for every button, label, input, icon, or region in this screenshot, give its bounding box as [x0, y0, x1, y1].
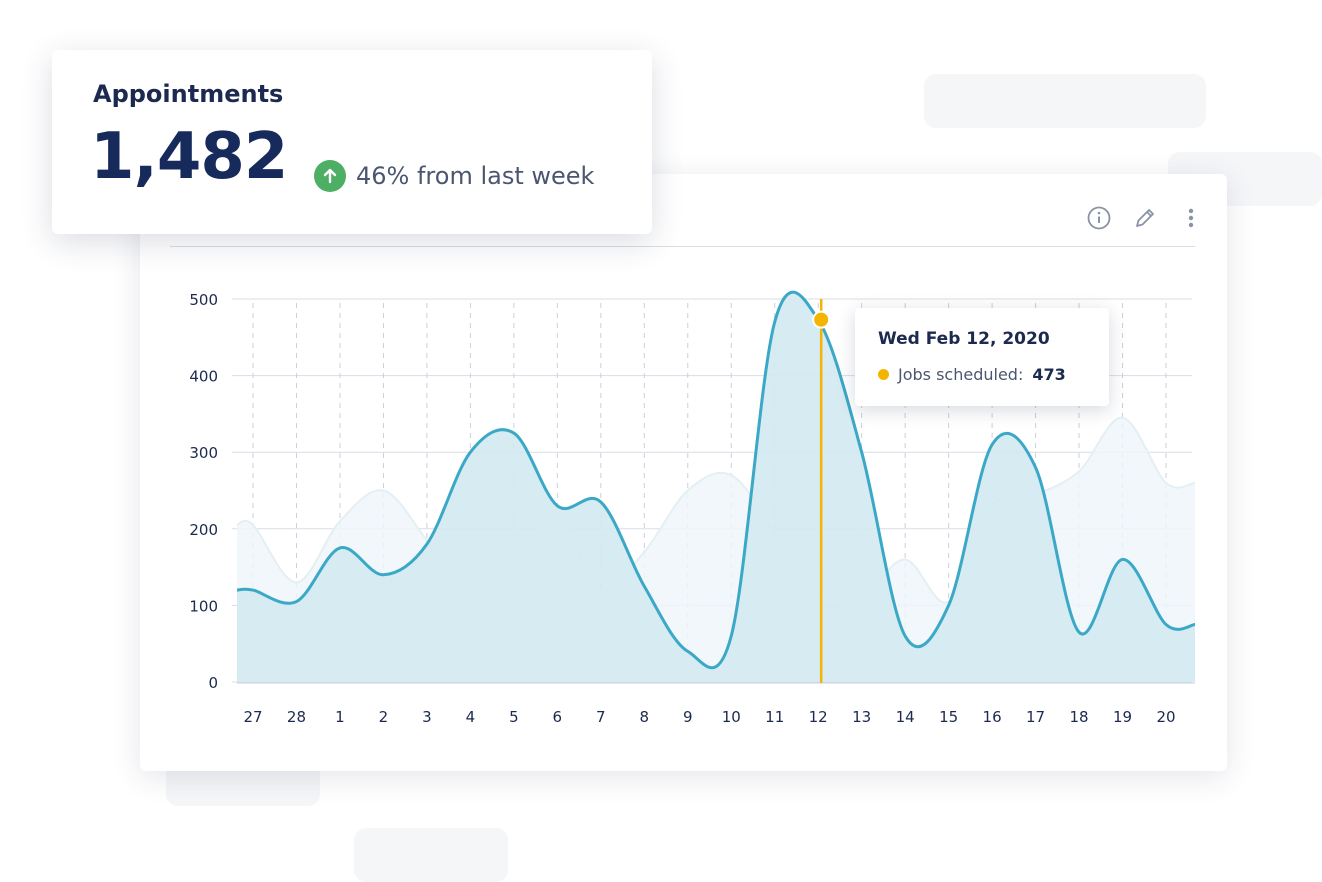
x-tick-label: 15: [939, 708, 958, 726]
tooltip-date: Wed Feb 12, 2020: [878, 329, 1050, 349]
series-1-area: [237, 292, 1195, 682]
x-tick-label: 13: [852, 708, 871, 726]
x-tick-label: 20: [1156, 708, 1175, 726]
x-tick-label: 4: [466, 708, 476, 726]
y-tick-label: 0: [208, 674, 218, 692]
x-tick-label: 12: [809, 708, 828, 726]
x-tick-label: 11: [765, 708, 784, 726]
x-tick-label: 2: [379, 708, 389, 726]
x-tick-label: 17: [1026, 708, 1045, 726]
x-tick-label: 1: [335, 708, 345, 726]
x-tick-label: 28: [287, 708, 306, 726]
x-tick-label: 27: [243, 708, 262, 726]
chart-tooltip: Wed Feb 12, 2020 Jobs scheduled: 473: [855, 308, 1109, 406]
tooltip-row: Jobs scheduled: 473: [878, 365, 1066, 384]
card-divider: [170, 246, 1195, 247]
series-1-line: [236, 290, 1196, 670]
y-tick-label: 400: [189, 368, 218, 386]
x-tick-label: 8: [640, 708, 650, 726]
x-tick-label: 5: [509, 708, 519, 726]
y-tick-label: 300: [189, 444, 218, 462]
kpi-change-text: 46% from last week: [356, 162, 595, 190]
x-tick-label: 7: [596, 708, 606, 726]
series-dot-icon: [878, 369, 889, 380]
arrow-up-icon: [314, 160, 346, 192]
y-tick-label: 500: [189, 291, 218, 309]
x-tick-label: 6: [553, 708, 563, 726]
info-icon[interactable]: [1085, 204, 1113, 232]
card-actions: [1085, 204, 1205, 232]
edit-icon[interactable]: [1131, 204, 1159, 232]
kpi-change: 46% from last week: [314, 160, 594, 192]
x-tick-label: 14: [896, 708, 915, 726]
x-tick-label: 10: [722, 708, 741, 726]
x-tick-label: 19: [1113, 708, 1132, 726]
x-tick-label: 18: [1070, 708, 1089, 726]
highlight-point: [812, 310, 831, 329]
x-tick-label: 3: [422, 708, 432, 726]
y-tick-label: 100: [189, 597, 218, 615]
tooltip-value: 473: [1032, 365, 1066, 384]
y-tick-label: 200: [189, 521, 218, 539]
x-tick-label: 16: [983, 708, 1002, 726]
kpi-value: 1,482: [90, 120, 288, 194]
x-tick-label: 9: [683, 708, 693, 726]
kpi-card: Appointments 1,482 46% from last week: [52, 50, 652, 234]
kpi-title: Appointments: [93, 80, 284, 108]
more-vertical-icon[interactable]: [1177, 204, 1205, 232]
tooltip-label: Jobs scheduled:: [898, 365, 1024, 384]
placeholder-block: [354, 828, 508, 882]
placeholder-block: [924, 74, 1206, 128]
